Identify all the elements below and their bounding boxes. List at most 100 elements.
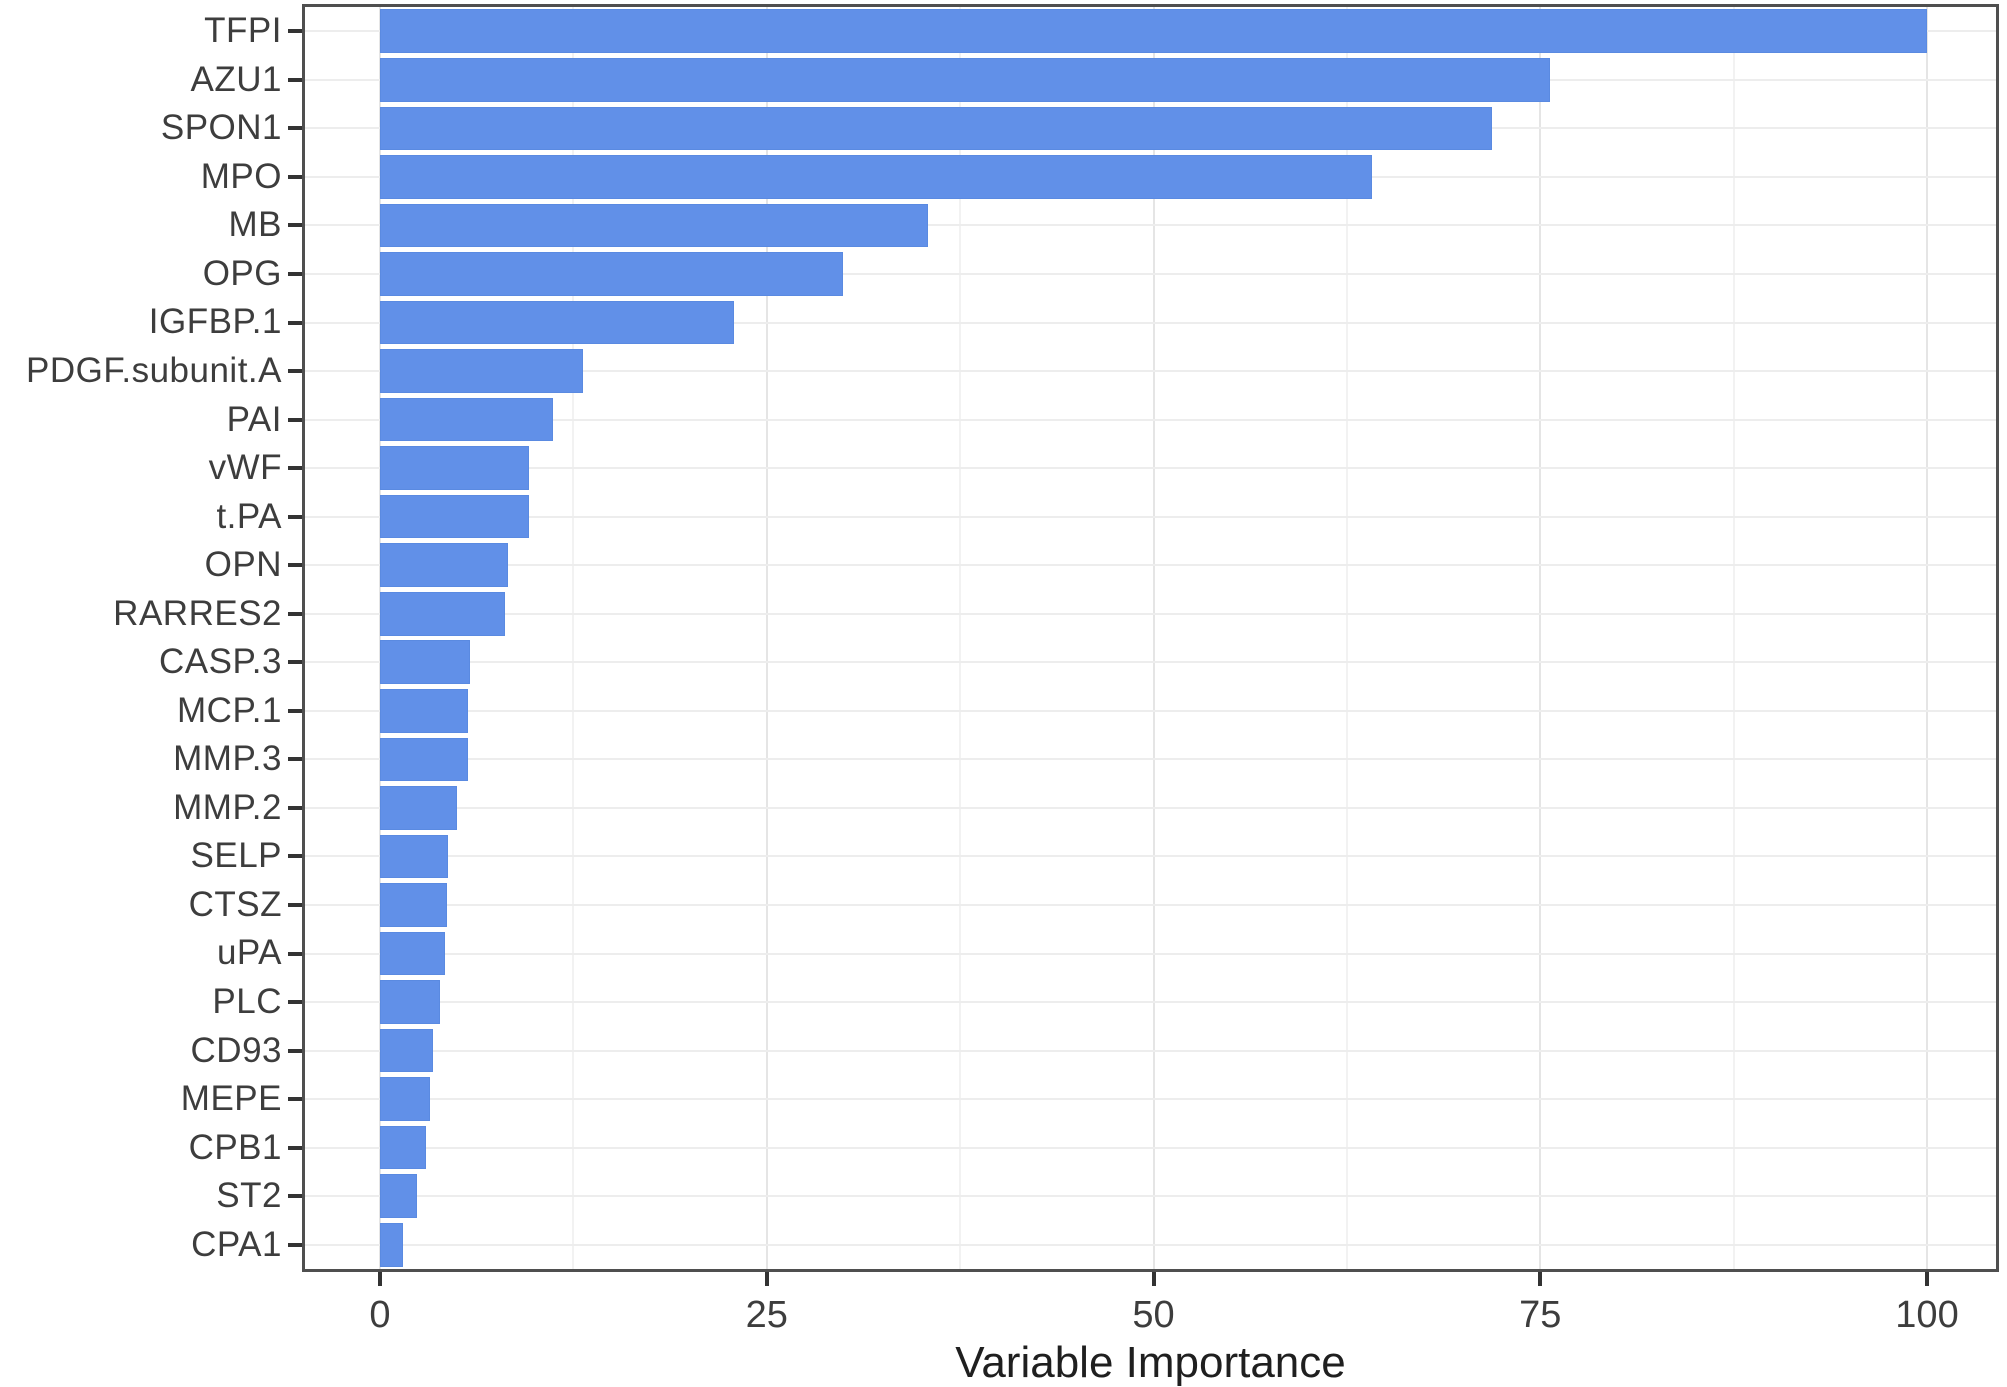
gridline-horizontal — [305, 1049, 1996, 1052]
gridline-vertical-minor — [1345, 7, 1348, 1269]
bar-pai — [380, 397, 554, 442]
y-axis-tick — [288, 466, 302, 471]
bar-opg — [380, 252, 843, 296]
bar-cpa1 — [380, 1222, 404, 1267]
y-axis-label-pai: PAI — [226, 399, 282, 439]
y-axis-tick — [288, 223, 302, 228]
bar-cd93 — [380, 1028, 433, 1073]
y-axis-label-casp-3: CASP.3 — [159, 642, 282, 682]
x-axis-tick-label-25: 25 — [745, 1294, 788, 1336]
y-axis-tick — [288, 320, 302, 325]
plot-panel — [302, 4, 1999, 1272]
y-axis-label-opn: OPN — [204, 545, 282, 585]
gridline-horizontal — [305, 224, 1996, 227]
y-axis-label-rarres2: RARRES2 — [113, 593, 282, 633]
gridline-horizontal — [305, 1001, 1996, 1004]
y-axis-label-mb: MB — [228, 205, 282, 245]
y-axis-tick — [288, 902, 302, 907]
gridline-vertical-major — [1539, 7, 1542, 1269]
y-axis-tick — [288, 271, 302, 276]
y-axis-label-t-pa: t.PA — [216, 496, 282, 536]
y-axis-label-igfbp-1: IGFBP.1 — [148, 302, 282, 342]
bar-upa — [380, 931, 445, 976]
gridline-vertical-major — [1152, 7, 1155, 1269]
y-axis-label-tfpi: TFPI — [204, 11, 282, 51]
gridline-horizontal — [305, 1146, 1996, 1149]
x-axis-title: Variable Importance — [955, 1338, 1346, 1387]
bar-st2 — [380, 1174, 418, 1219]
bar-opn — [380, 543, 509, 588]
gridline-horizontal — [305, 564, 1996, 567]
bar-pdgf-subunit-a — [380, 349, 583, 393]
y-axis-tick — [288, 1000, 302, 1005]
bar-mepe — [380, 1077, 430, 1121]
gridline-vertical-major — [379, 7, 381, 1269]
y-axis-tick — [288, 1145, 302, 1150]
y-axis-tick — [288, 1048, 302, 1053]
bar-mmp-3 — [380, 737, 469, 782]
gridline-vertical-minor — [572, 7, 575, 1269]
gridline-horizontal — [305, 806, 1996, 809]
y-axis-tick — [288, 611, 302, 616]
bar-azu1 — [380, 57, 1550, 102]
gridline-horizontal — [305, 952, 1996, 955]
gridline-horizontal — [305, 515, 1996, 518]
bar-mcp-1 — [380, 688, 469, 733]
y-axis-label-mmp-2: MMP.2 — [173, 787, 282, 827]
y-axis-tick — [288, 708, 302, 713]
y-axis-tick — [288, 514, 302, 519]
bar-spon1 — [380, 106, 1493, 151]
y-axis-label-selp: SELP — [190, 836, 282, 876]
y-axis-label-spon1: SPON1 — [160, 108, 282, 148]
x-axis-tick-50 — [1151, 1272, 1156, 1286]
gridline-horizontal — [305, 1195, 1996, 1198]
y-axis-label-st2: ST2 — [216, 1176, 282, 1216]
bar-cpb1 — [380, 1125, 427, 1170]
y-axis-label-upa: uPA — [216, 933, 282, 973]
y-axis-tick — [288, 757, 302, 762]
y-axis-label-azu1: AZU1 — [190, 59, 282, 99]
y-axis-label-cpa1: CPA1 — [191, 1224, 282, 1264]
gridline-horizontal — [305, 1098, 1996, 1101]
x-axis-tick-label-75: 75 — [1519, 1294, 1562, 1336]
gridline-horizontal — [305, 1243, 1996, 1246]
gridline-horizontal — [305, 661, 1996, 664]
gridline-horizontal — [305, 612, 1996, 615]
bar-igfbp-1 — [380, 300, 735, 345]
bar-tfpi — [380, 9, 1927, 54]
bar-mb — [380, 203, 928, 248]
y-axis-tick — [288, 174, 302, 179]
bar-vwf — [380, 446, 529, 490]
y-axis-tick — [288, 126, 302, 131]
y-axis-label-cpb1: CPB1 — [188, 1127, 282, 1167]
x-axis-tick-label-100: 100 — [1895, 1294, 1959, 1336]
gridline-horizontal — [305, 758, 1996, 761]
y-axis-tick — [288, 563, 302, 568]
x-axis-tick-25 — [764, 1272, 769, 1286]
y-axis-tick — [288, 369, 302, 374]
y-axis-tick — [288, 805, 302, 810]
y-axis-tick — [288, 77, 302, 82]
y-axis-label-plc: PLC — [212, 982, 282, 1022]
y-axis-tick — [288, 854, 302, 859]
gridline-horizontal — [305, 467, 1996, 470]
bar-casp-3 — [380, 640, 470, 685]
y-axis-tick — [288, 417, 302, 422]
y-axis-label-ctsz: CTSZ — [188, 884, 282, 924]
x-axis-tick-100 — [1925, 1272, 1929, 1286]
y-axis-label-mcp-1: MCP.1 — [177, 690, 282, 730]
gridline-vertical-major — [765, 7, 768, 1269]
y-axis-label-cd93: CD93 — [190, 1030, 282, 1070]
bar-mpo — [380, 155, 1372, 199]
bar-plc — [380, 980, 441, 1024]
y-axis-tick — [288, 1194, 302, 1199]
gridline-vertical-major — [1926, 7, 1928, 1269]
gridline-horizontal — [305, 370, 1996, 373]
bar-mmp-2 — [380, 786, 458, 830]
bar-selp — [380, 834, 449, 879]
bar-rarres2 — [380, 591, 506, 636]
y-axis-label-mepe: MEPE — [180, 1079, 282, 1119]
y-axis-tick — [288, 1097, 302, 1102]
y-axis-label-opg: OPG — [202, 253, 282, 293]
